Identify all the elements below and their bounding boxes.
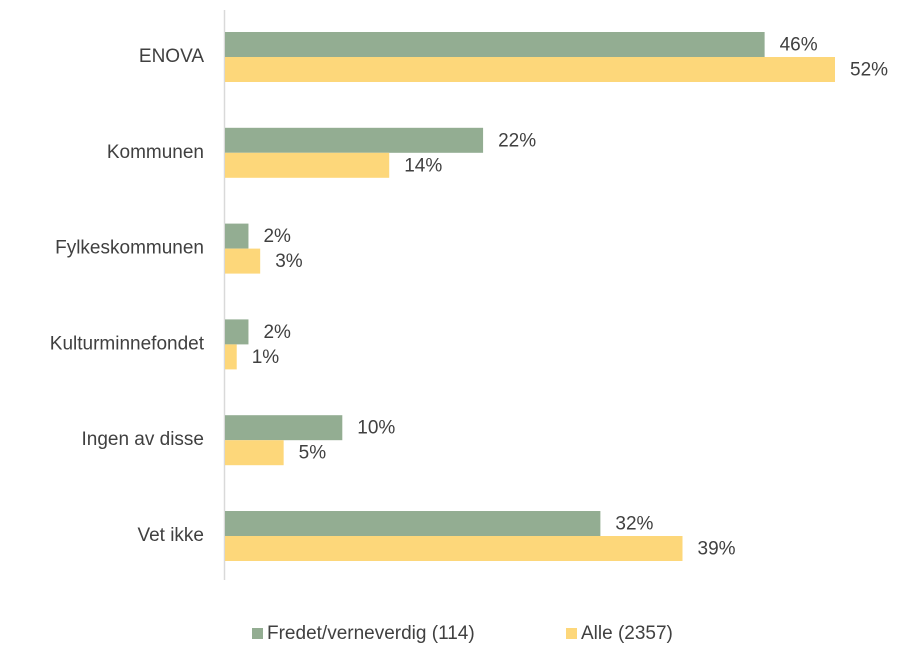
bar — [225, 536, 683, 561]
y-tick-label: Kommunen — [107, 142, 204, 163]
bar — [225, 415, 343, 441]
bar — [225, 152, 390, 178]
y-tick-label: Ingen av disse — [81, 429, 204, 450]
data-label: 2% — [263, 226, 291, 247]
data-label: 2% — [263, 322, 291, 343]
data-label: 3% — [275, 251, 303, 272]
bar — [225, 440, 284, 466]
y-tick-label: ENOVA — [139, 46, 204, 67]
bar — [225, 248, 261, 274]
data-label: 22% — [498, 130, 536, 151]
legend-label: Fredet/verneverdig (114) — [267, 623, 475, 644]
bar — [225, 32, 765, 57]
data-label: 14% — [404, 155, 442, 176]
data-label: 1% — [252, 347, 280, 368]
data-label: 52% — [850, 60, 888, 81]
data-label: 39% — [698, 539, 736, 560]
data-label: 46% — [780, 35, 818, 56]
y-tick-label: Kulturminnefondet — [50, 333, 205, 354]
data-label: 5% — [299, 443, 327, 464]
bar — [225, 57, 835, 82]
bar — [225, 511, 601, 536]
legend-swatch — [252, 628, 263, 639]
y-tick-label: Vet ikke — [137, 525, 204, 546]
bar — [225, 319, 249, 345]
y-tick-label: Fylkeskommunen — [55, 238, 204, 259]
bar — [225, 344, 237, 370]
legend-swatch — [566, 628, 577, 639]
data-label: 32% — [615, 514, 653, 535]
bar — [225, 127, 484, 153]
legend-label: Alle (2357) — [581, 623, 673, 644]
data-label: 10% — [357, 418, 395, 439]
bar — [225, 223, 249, 249]
